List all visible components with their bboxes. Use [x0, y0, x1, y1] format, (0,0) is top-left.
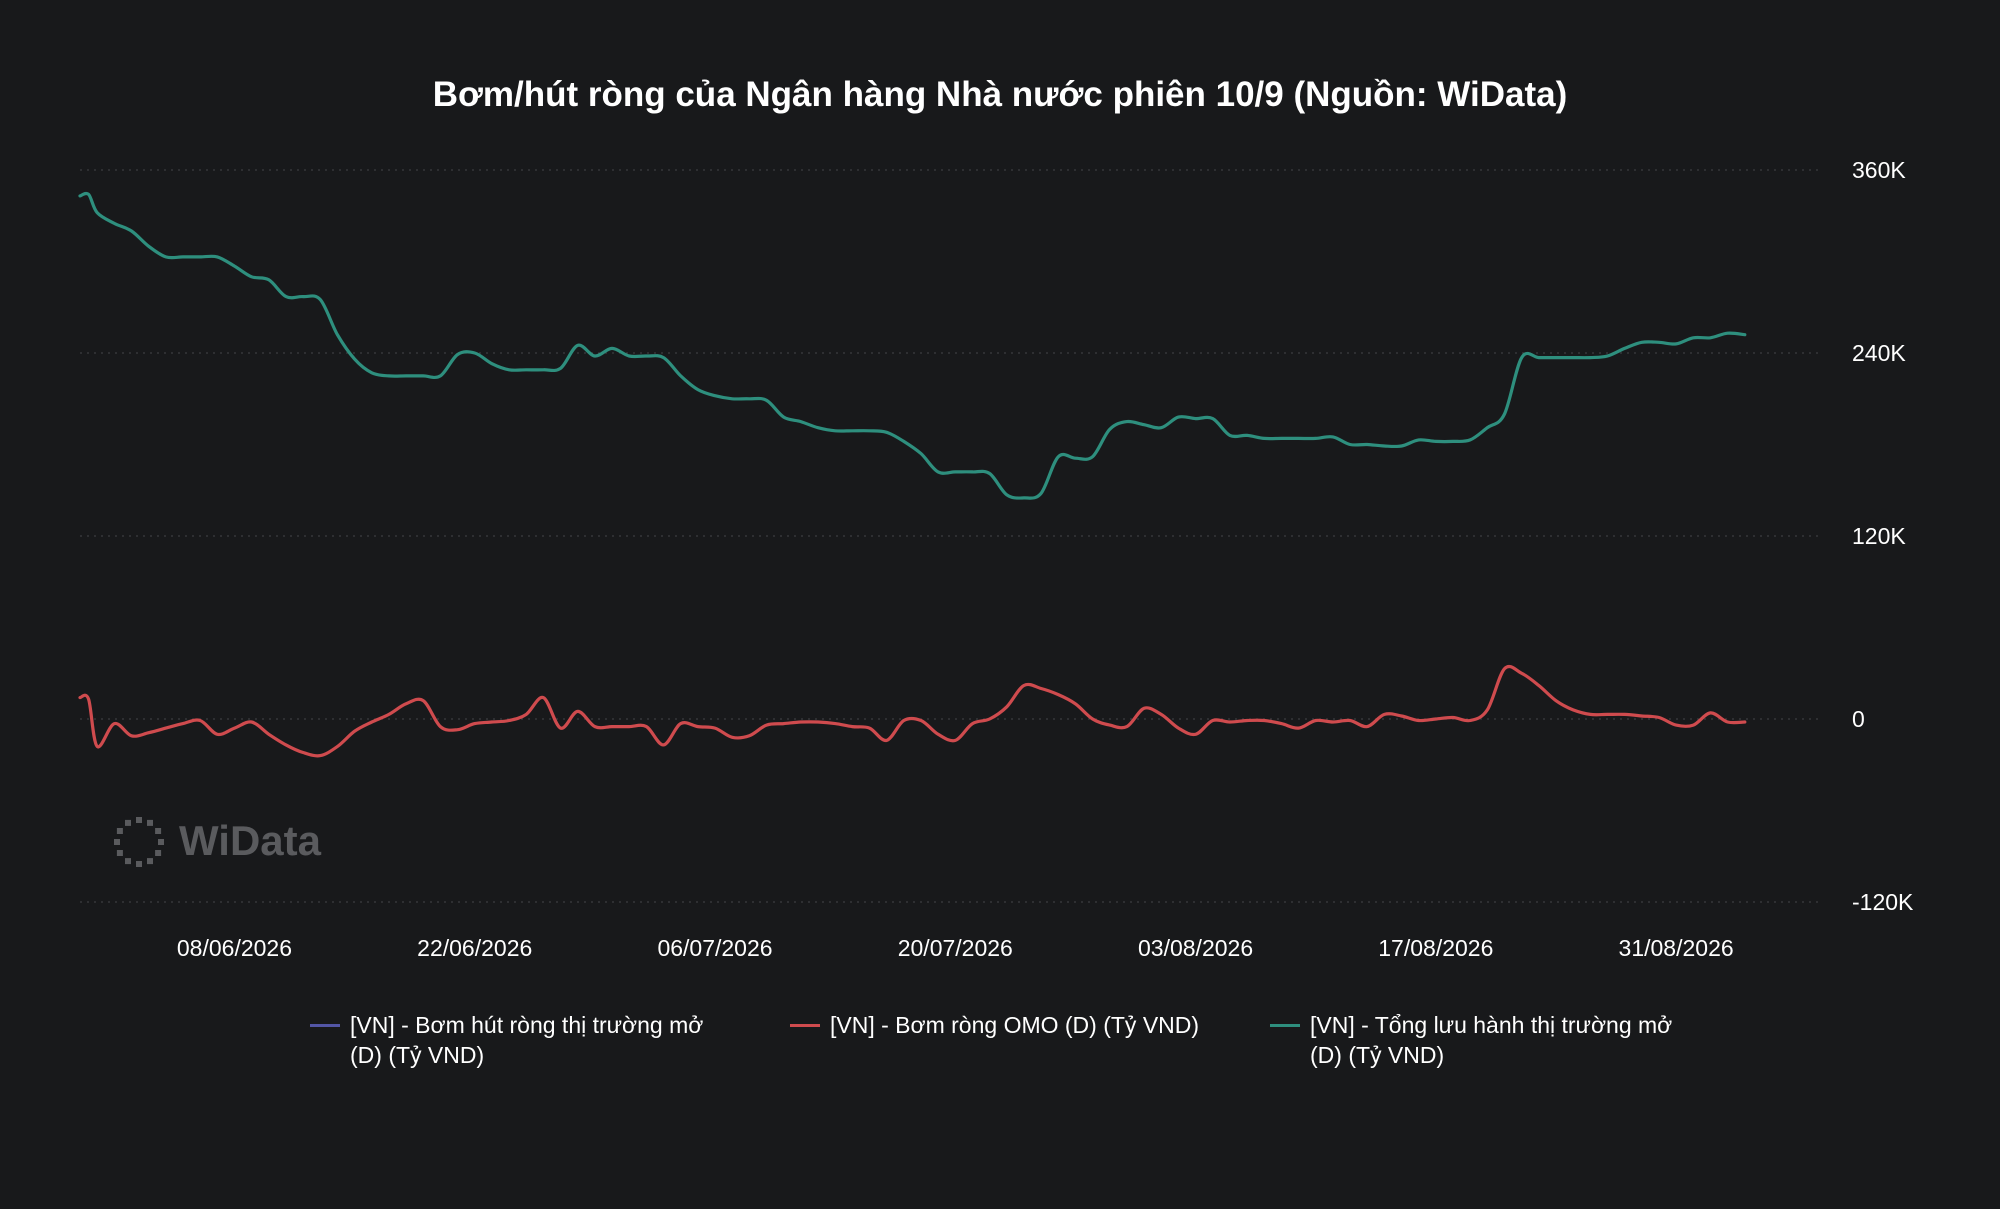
- legend-label: [VN] - Bơm hút ròng thị trường mở (D) (T…: [350, 1012, 704, 1068]
- logo-dot: [155, 828, 162, 834]
- series-line-omo-net: [78, 664, 1747, 758]
- logo-dot: [158, 839, 164, 845]
- y-tick-label: 120K: [1852, 523, 1906, 549]
- x-axis: 08/06/2026 22/06/2026 06/07/2026 20/07/2026…: [177, 935, 1734, 961]
- legend-item-open-market-net[interactable]: [VN] - Bơm hút ròng thị trường mở (D) (T…: [310, 1010, 730, 1070]
- x-tick-label: 31/08/2026: [1619, 935, 1734, 961]
- logo-dot: [147, 858, 153, 865]
- x-tick-label: 22/06/2026: [417, 935, 532, 961]
- logo-dot: [125, 858, 131, 865]
- legend-label: [VN] - Bơm ròng OMO (D) (Tỷ VND): [830, 1012, 1200, 1038]
- x-tick-label: 20/07/2026: [898, 935, 1013, 961]
- legend: [VN] - Bơm hút ròng thị trường mở (D) (T…: [0, 1010, 2000, 1070]
- legend-swatch: [310, 1024, 340, 1027]
- chart-title: Bơm/hút ròng của Ngân hàng Nhà nước phiê…: [433, 75, 1568, 114]
- logo-dot: [125, 819, 131, 826]
- legend-item-omo-net[interactable]: [VN] - Bơm ròng OMO (D) (Tỷ VND): [790, 1010, 1210, 1070]
- y-tick-label: 360K: [1852, 157, 1906, 183]
- y-tick-label: 240K: [1852, 340, 1906, 366]
- logo-dot: [116, 850, 123, 856]
- legend-swatch: [1270, 1024, 1300, 1027]
- legend-item-open-market-outstanding[interactable]: [VN] - Tổng lưu hành thị trường mở (D) (…: [1270, 1010, 1690, 1070]
- watermark: WiData: [114, 817, 322, 867]
- series-layer: [78, 191, 1747, 758]
- logo-dot: [155, 850, 162, 856]
- logo-dot: [147, 819, 153, 826]
- widata-logo-icon: [114, 817, 164, 867]
- logo-dot: [136, 817, 142, 823]
- y-axis: 360K 240K 120K 0 -120K: [1852, 157, 1914, 915]
- x-tick-label: 08/06/2026: [177, 935, 292, 961]
- x-tick-label: 03/08/2026: [1138, 935, 1253, 961]
- y-tick-label: -120K: [1852, 889, 1914, 915]
- x-tick-label: 06/07/2026: [657, 935, 772, 961]
- grid: [80, 169, 1822, 903]
- series-line-open-market-outstanding: [78, 191, 1747, 500]
- watermark-text: WiData: [179, 817, 322, 864]
- logo-dot: [114, 839, 120, 845]
- legend-swatch: [790, 1024, 820, 1027]
- y-tick-label: 0: [1852, 706, 1865, 732]
- logo-dot: [116, 828, 123, 834]
- logo-dot: [136, 861, 142, 867]
- legend-label: [VN] - Tổng lưu hành thị trường mở (D) (…: [1310, 1012, 1673, 1068]
- x-tick-label: 17/08/2026: [1378, 935, 1493, 961]
